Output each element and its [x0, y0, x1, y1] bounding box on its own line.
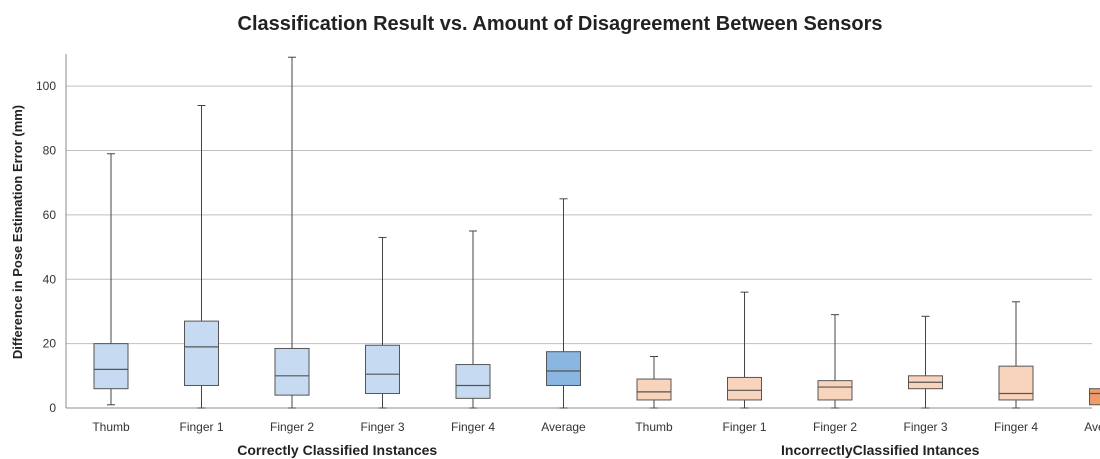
iqr-box: [365, 344, 400, 395]
x-tick-label: Finger 1: [179, 420, 223, 434]
y-axis-ticks: 0 20 40 60 80 100: [36, 79, 56, 415]
y-tick-label: 100: [36, 79, 56, 93]
x-tick-label: Thumb: [635, 420, 673, 434]
iqr-box: [1089, 388, 1100, 406]
iqr-box: [274, 347, 310, 396]
y-tick-label: 0: [49, 401, 56, 415]
iqr-box: [546, 351, 581, 386]
iqr-box: [93, 343, 129, 390]
box-finger-4: [998, 301, 1034, 409]
group-labels: Correctly Classified Instances Incorrectl…: [237, 442, 979, 458]
box-average: [1089, 388, 1100, 406]
group-label: IncorrectlyClassified Intances: [781, 442, 980, 458]
x-tick-label: Thumb: [92, 420, 130, 434]
iqr-box: [636, 378, 672, 401]
iqr-box: [455, 364, 491, 399]
y-tick-label: 80: [43, 144, 57, 158]
x-tick-label: Finger 1: [722, 420, 766, 434]
box-finger-1: [184, 104, 219, 409]
x-tick-label: Finger 3: [360, 420, 404, 434]
gridlines: [66, 85, 1092, 345]
chart-title: Classification Result vs. Amount of Disa…: [238, 13, 883, 35]
x-tick-label: Finger 4: [451, 420, 495, 434]
x-tick-label: Average: [1084, 420, 1100, 434]
x-tick-label: Finger 3: [903, 420, 947, 434]
box-average: [546, 198, 581, 409]
x-axis-ticks: Thumb Finger 1 Finger 2 Finger 3 Finger 4 Ave…: [92, 420, 1100, 434]
x-tick-label: Finger 2: [270, 420, 314, 434]
box-finger-1: [727, 291, 762, 409]
box-finger-4: [455, 230, 491, 409]
iqr-box: [817, 380, 853, 401]
group-label: Correctly Classified Instances: [237, 442, 437, 458]
box-thumb: [636, 356, 672, 409]
x-tick-label: Finger 2: [813, 420, 857, 434]
box-thumb: [93, 153, 129, 406]
box-finger-3: [908, 315, 943, 409]
y-tick-label: 60: [43, 208, 57, 222]
box-finger-2: [274, 56, 310, 409]
y-axis-label: Difference in Pose Estimation Error (mm): [10, 105, 25, 359]
box-finger-2: [817, 314, 853, 409]
y-tick-label: 20: [43, 337, 57, 351]
box-finger-3: [365, 236, 400, 409]
y-tick-label: 40: [43, 272, 57, 286]
x-tick-label: Finger 4: [994, 420, 1038, 434]
iqr-box: [727, 376, 762, 401]
x-tick-label: Average: [541, 420, 586, 434]
boxes: [93, 56, 1100, 409]
iqr-box: [184, 320, 219, 386]
iqr-box: [998, 365, 1034, 401]
